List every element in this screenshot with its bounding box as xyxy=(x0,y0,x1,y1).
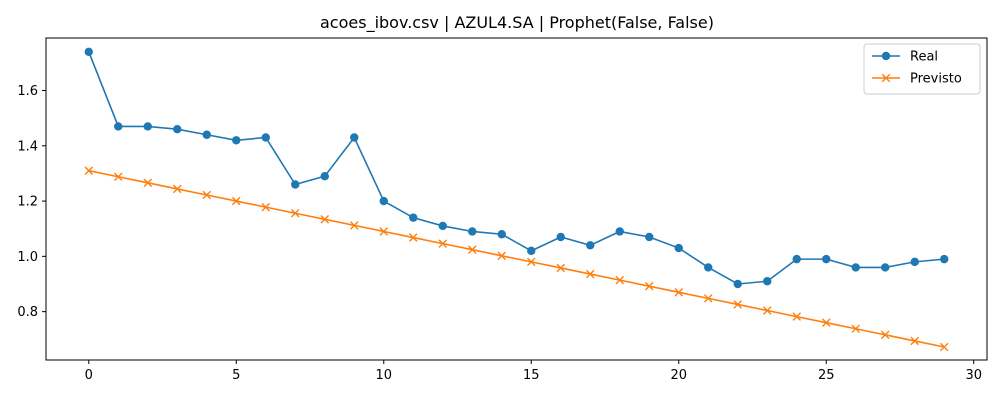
data-point xyxy=(527,246,536,256)
data-point xyxy=(792,254,801,264)
data-point xyxy=(231,196,241,206)
data-point xyxy=(84,47,93,57)
legend: Real Previsto xyxy=(863,43,981,95)
series-layer xyxy=(84,47,949,352)
y-axis: 0.8 1.0 1.2 1.4 1.6 xyxy=(17,84,46,320)
x-tick-label: 10 xyxy=(375,368,392,383)
data-point xyxy=(409,213,418,222)
data-point xyxy=(467,245,477,255)
data-point xyxy=(320,171,329,181)
data-point xyxy=(939,342,949,352)
x-tick-label: 30 xyxy=(965,368,982,383)
data-point xyxy=(703,294,713,303)
data-point xyxy=(880,330,890,340)
series-real xyxy=(84,47,949,289)
data-point xyxy=(349,221,359,230)
data-point xyxy=(438,221,447,231)
data-point xyxy=(733,300,743,309)
data-point xyxy=(644,281,654,291)
x-tick-label: 20 xyxy=(670,368,687,383)
data-point xyxy=(497,230,506,239)
data-point xyxy=(173,125,182,134)
data-point xyxy=(114,122,123,131)
data-point xyxy=(556,232,565,242)
data-point xyxy=(910,257,919,267)
x-tick-label: 0 xyxy=(85,368,93,383)
legend-label: Previsto xyxy=(910,72,962,87)
data-point xyxy=(202,130,211,139)
data-point xyxy=(320,215,330,224)
legend-item-real: Real xyxy=(872,50,938,65)
chart-title: acoes_ibov.csv | AZUL4.SA | Prophet(Fals… xyxy=(320,13,714,33)
x-tick-label: 5 xyxy=(232,368,240,383)
data-point xyxy=(379,196,388,206)
data-point xyxy=(615,227,624,236)
y-tick-label: 1.0 xyxy=(17,250,38,265)
data-point xyxy=(84,166,94,175)
data-point xyxy=(822,254,831,264)
data-point xyxy=(172,184,182,194)
data-point xyxy=(261,133,270,142)
data-point xyxy=(674,287,684,297)
data-point xyxy=(438,239,448,248)
data-point xyxy=(290,208,300,218)
data-point xyxy=(408,233,418,242)
data-point xyxy=(586,241,595,250)
series-previsto xyxy=(84,166,949,352)
data-point xyxy=(674,243,683,253)
x-tick-label: 15 xyxy=(523,368,540,383)
data-point xyxy=(556,263,566,273)
data-point xyxy=(379,227,389,236)
data-point xyxy=(762,306,772,315)
data-point xyxy=(232,136,241,145)
data-point xyxy=(881,263,890,272)
data-point xyxy=(497,251,507,261)
data-point xyxy=(851,324,861,334)
legend-item-previsto: Previsto xyxy=(872,72,962,87)
legend-marker xyxy=(881,51,891,61)
y-tick-label: 1.6 xyxy=(17,84,38,99)
data-point xyxy=(113,172,123,182)
legend-label: Real xyxy=(910,50,938,65)
x-axis: 0 5 10 15 20 25 30 xyxy=(85,360,982,383)
data-point xyxy=(202,190,212,200)
series-line xyxy=(88,51,945,285)
data-point xyxy=(261,202,271,212)
data-point xyxy=(615,275,625,285)
data-point xyxy=(350,133,359,142)
data-point xyxy=(645,232,654,242)
data-point xyxy=(291,180,300,189)
y-tick-label: 0.8 xyxy=(17,305,38,320)
data-point xyxy=(468,227,477,236)
data-point xyxy=(585,269,595,279)
data-point xyxy=(526,257,536,267)
data-point xyxy=(940,254,949,264)
data-point xyxy=(704,263,713,272)
data-point xyxy=(143,178,153,188)
y-tick-label: 1.2 xyxy=(17,195,38,210)
data-point xyxy=(792,312,802,321)
plot-area xyxy=(45,37,988,361)
data-point xyxy=(143,122,152,131)
data-point xyxy=(851,263,860,272)
series-line xyxy=(88,169,945,348)
data-point xyxy=(821,318,831,327)
legend-marker xyxy=(881,73,891,83)
data-point xyxy=(763,277,772,286)
y-tick-label: 1.4 xyxy=(17,139,38,154)
data-point xyxy=(733,279,742,289)
data-point xyxy=(910,336,920,346)
x-tick-label: 25 xyxy=(818,368,835,383)
